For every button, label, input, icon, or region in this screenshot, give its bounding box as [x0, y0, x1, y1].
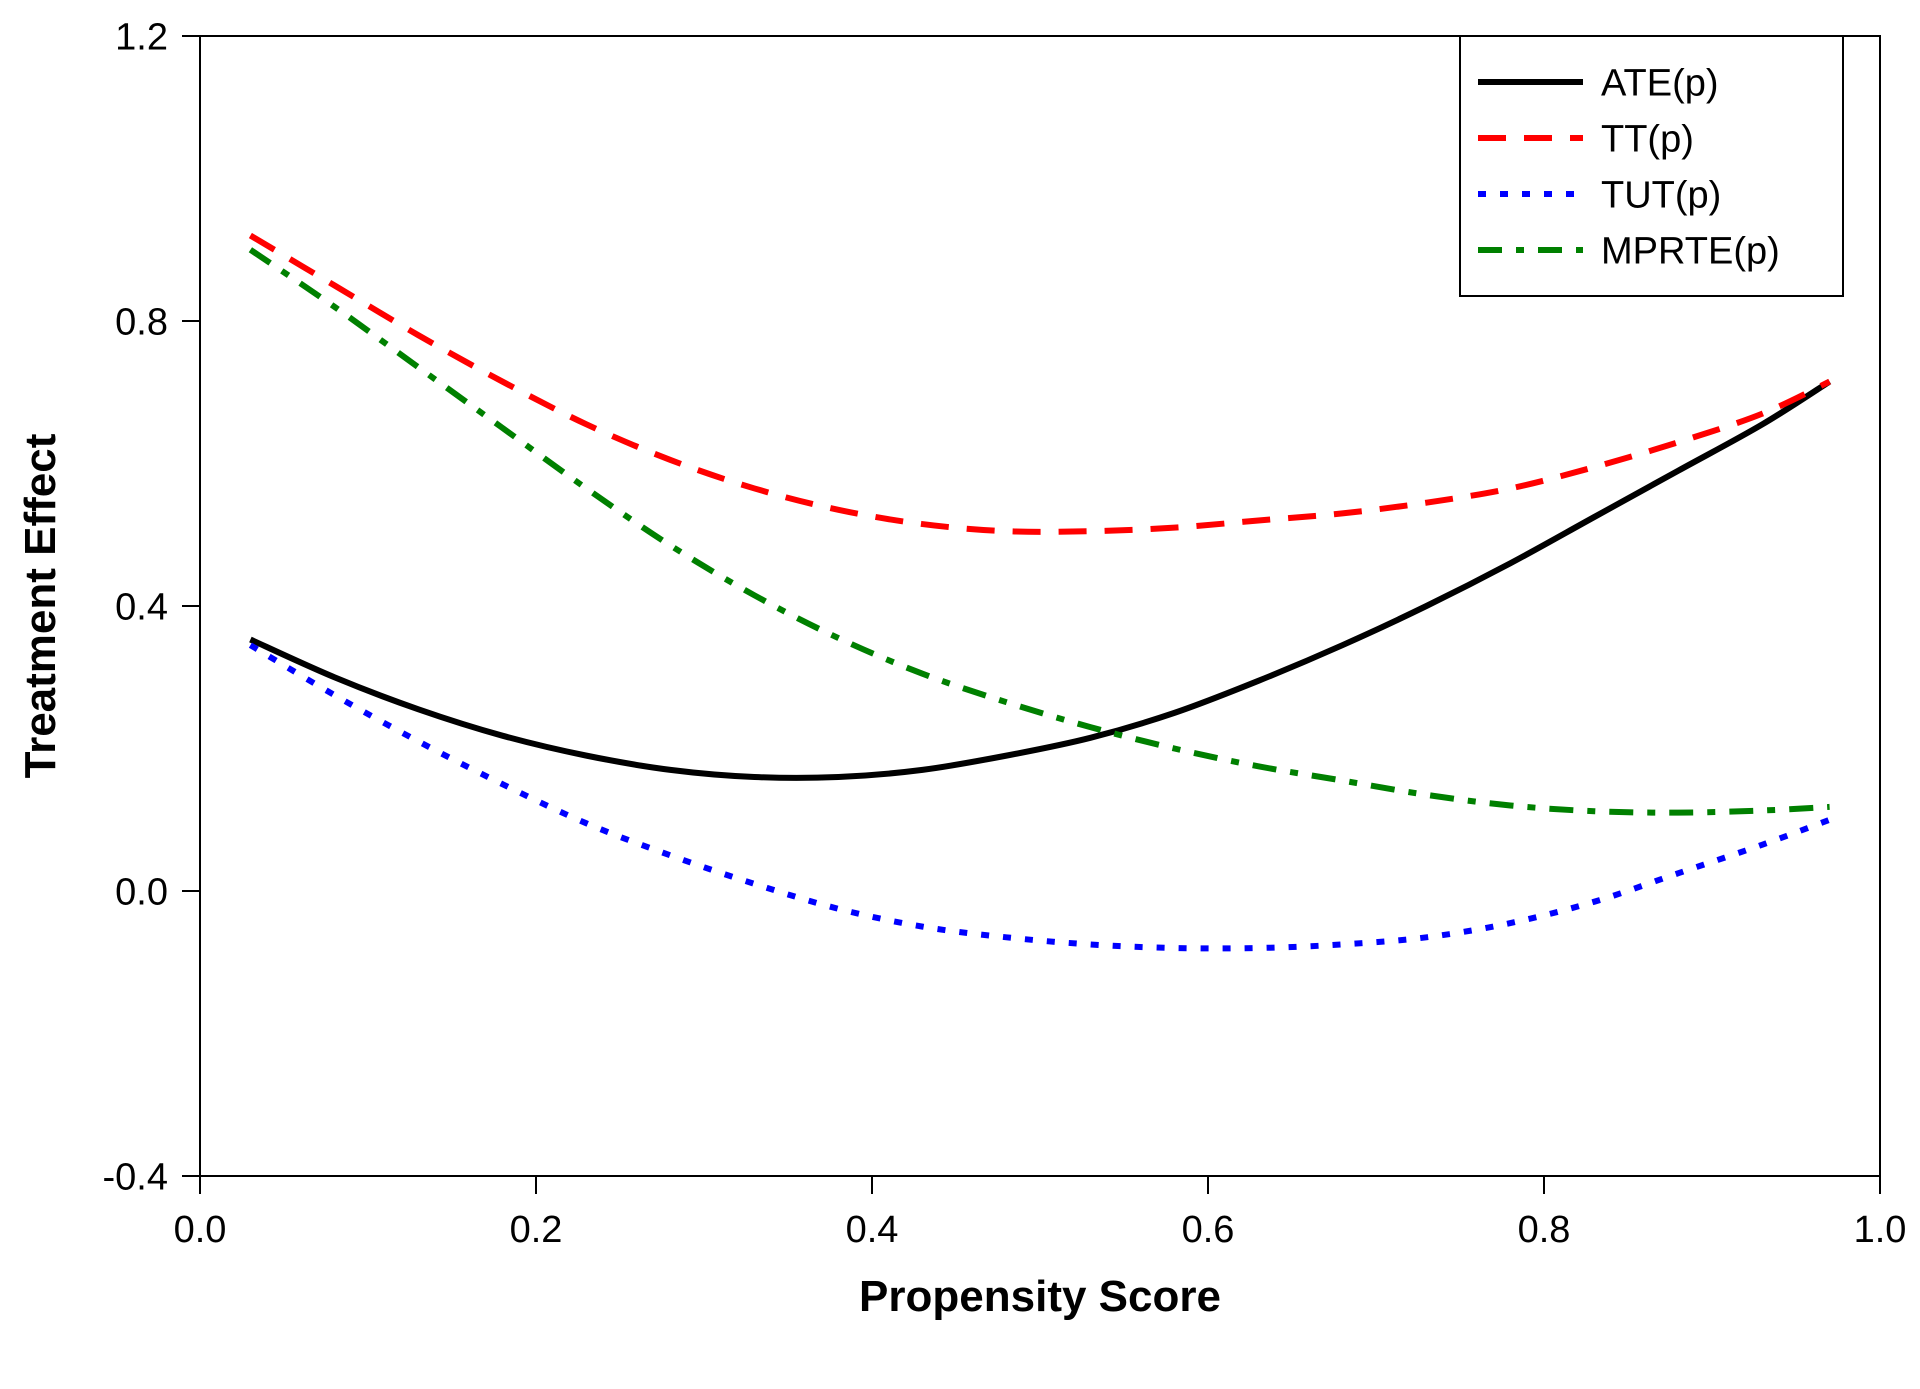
x-tick-label: 0.8	[1518, 1209, 1571, 1251]
y-tick-label: -0.4	[103, 1156, 168, 1198]
y-axis-label: Treatment Effect	[16, 433, 65, 778]
y-tick-label: 0.4	[115, 586, 168, 628]
line-chart: 0.00.20.40.60.81.0-0.40.00.40.81.2Propen…	[0, 0, 1920, 1389]
x-tick-label: 1.0	[1854, 1209, 1907, 1251]
y-tick-label: 1.2	[115, 16, 168, 58]
x-tick-label: 0.0	[174, 1209, 227, 1251]
legend-label: ATE(p)	[1601, 62, 1719, 104]
x-tick-label: 0.6	[1182, 1209, 1235, 1251]
legend-label: MPRTE(p)	[1601, 230, 1780, 272]
x-axis-label: Propensity Score	[859, 1272, 1221, 1321]
x-tick-label: 0.4	[846, 1209, 899, 1251]
legend-label: TT(p)	[1601, 118, 1694, 160]
y-tick-label: 0.0	[115, 871, 168, 913]
legend-label: TUT(p)	[1601, 174, 1721, 216]
y-tick-label: 0.8	[115, 301, 168, 343]
chart-container: 0.00.20.40.60.81.0-0.40.00.40.81.2Propen…	[0, 0, 1920, 1389]
x-tick-label: 0.2	[510, 1209, 563, 1251]
